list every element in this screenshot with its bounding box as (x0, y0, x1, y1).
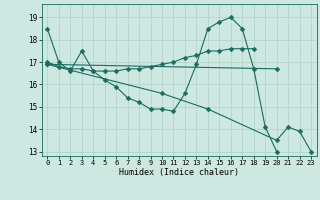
X-axis label: Humidex (Indice chaleur): Humidex (Indice chaleur) (119, 168, 239, 177)
